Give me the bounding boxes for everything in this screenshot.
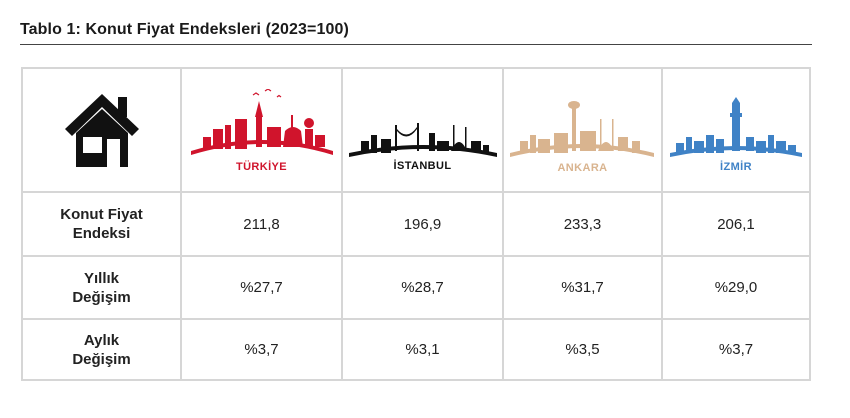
- table-cell: 206,1: [717, 215, 755, 233]
- column-divider: [502, 69, 504, 379]
- row-label-line: Değişim: [72, 288, 131, 306]
- table-cell: 211,8: [243, 215, 280, 233]
- row-label-line: Yıllık: [83, 269, 120, 287]
- title-divider: [20, 44, 812, 45]
- row-divider: [23, 255, 809, 257]
- header-icon-cell: [23, 69, 180, 191]
- column-divider: [341, 69, 343, 379]
- row-label-line: Aylık: [83, 331, 120, 349]
- column-divider: [661, 69, 663, 379]
- column-header-istanbul: İSTANBUL: [393, 160, 452, 172]
- header-turkiye: TÜRKİYE: [182, 69, 341, 191]
- row-label-line: Değişim: [72, 350, 131, 368]
- header-izmir: İZMİR: [663, 69, 809, 191]
- house-icon: [64, 94, 139, 167]
- table-cell: %31,7: [561, 279, 604, 296]
- column-divider: [180, 69, 182, 379]
- row-divider: [23, 318, 809, 320]
- izmir-skyline-icon: [670, 97, 802, 157]
- table-title: Tablo 1: Konut Fiyat Endeksleri (2023=10…: [20, 21, 349, 38]
- table-cell: %3,7: [244, 341, 279, 358]
- table-cell: %3,5: [565, 341, 600, 358]
- table-cell: %3,1: [405, 341, 440, 358]
- row-label-konut-fiyat-endeksi: Konut Fiyat Endeksi: [23, 193, 180, 255]
- header-istanbul: İSTANBUL: [343, 69, 502, 191]
- istanbul-skyline-icon: [349, 123, 497, 157]
- table-cell: 196,9: [403, 215, 442, 233]
- ankara-skyline-icon: [510, 101, 654, 157]
- column-header-ankara: ANKARA: [557, 162, 608, 174]
- row-divider: [23, 191, 809, 193]
- header-ankara: ANKARA: [504, 69, 661, 191]
- column-header-izmir: İZMİR: [720, 161, 752, 173]
- table-cell: %27,7: [240, 279, 283, 296]
- price-index-table: TÜRKİYE İSTANBUL: [21, 67, 811, 381]
- turkiye-skyline-icon: [191, 89, 333, 155]
- table-cell: %3,7: [718, 341, 754, 358]
- row-label-yillik-degisim: Yıllık Değişim: [23, 257, 180, 318]
- row-label-line: Endeksi: [72, 225, 131, 242]
- column-header-turkiye: TÜRKİYE: [235, 161, 288, 173]
- table-cell: %29,0: [714, 279, 758, 296]
- row-label-line: Konut Fiyat: [60, 206, 143, 223]
- table-cell: 233,3: [563, 215, 602, 233]
- row-label-aylik-degisim: Aylık Değişim: [23, 320, 180, 379]
- table-cell: %28,7: [401, 279, 444, 296]
